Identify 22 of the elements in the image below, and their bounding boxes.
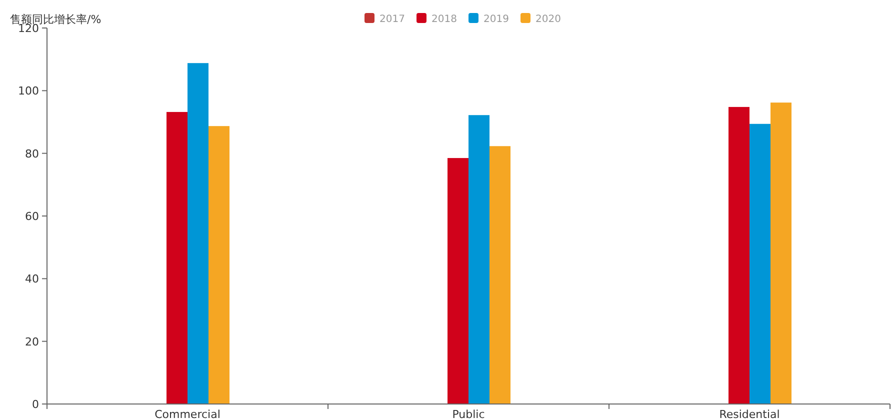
bar bbox=[770, 102, 792, 404]
y-tick-label: 0 bbox=[32, 398, 39, 411]
x-tick-label: Public bbox=[452, 408, 485, 419]
legend-label: 2020 bbox=[536, 14, 561, 25]
y-tick-label: 40 bbox=[25, 272, 39, 286]
bar bbox=[728, 106, 750, 404]
legend-label: 2017 bbox=[380, 14, 405, 25]
bar bbox=[448, 158, 468, 404]
bar bbox=[490, 146, 510, 404]
bar bbox=[750, 124, 770, 404]
bar bbox=[468, 115, 490, 404]
bar bbox=[188, 63, 208, 404]
bar bbox=[208, 126, 230, 404]
y-tick-label: 100 bbox=[18, 84, 39, 98]
x-tick-label: Residential bbox=[719, 408, 780, 419]
bar bbox=[166, 112, 188, 404]
y-tick-label: 20 bbox=[25, 335, 39, 348]
legend-label: 2019 bbox=[484, 14, 509, 25]
legend-label: 2018 bbox=[432, 14, 457, 25]
x-tick-label: Commercial bbox=[154, 408, 220, 419]
y-tick-label: 80 bbox=[25, 147, 39, 160]
y-tick-label: 60 bbox=[25, 210, 39, 223]
